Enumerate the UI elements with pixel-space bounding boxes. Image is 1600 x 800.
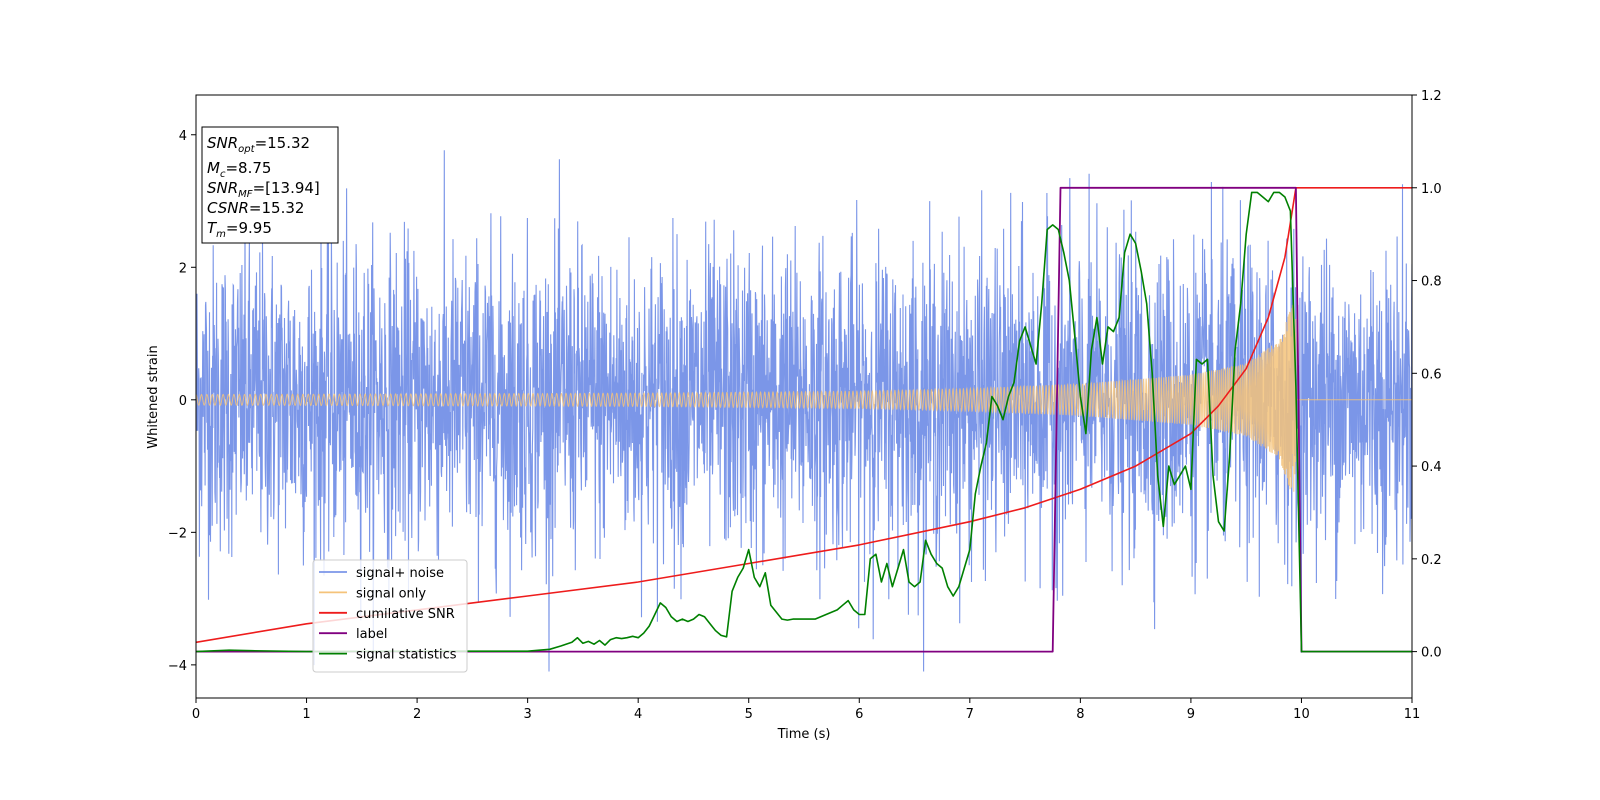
x-tick-label: 0 (192, 707, 200, 722)
info-snr-opt-sub: opt (238, 144, 255, 155)
info-snr-opt-base: SNR (207, 134, 238, 152)
series-cumilative-snr (196, 187, 1412, 644)
info-tm-sub: m (216, 229, 226, 240)
x-axis-title: Time (s) (777, 727, 831, 742)
x-tick-label: 3 (523, 707, 531, 722)
x-tick-label: 10 (1293, 707, 1310, 722)
plot-frame (195, 94, 1413, 699)
x-tick-label: 8 (1076, 707, 1084, 722)
info-mc-base: M (207, 159, 220, 177)
series-signal-only (196, 303, 1412, 492)
info-tm: Tm=9.95 (207, 219, 272, 240)
y-right-tick-label: 0.2 (1421, 553, 1442, 568)
x-tick-label: 7 (966, 707, 974, 722)
legend-label: label (356, 627, 387, 642)
info-csnr: CSNR=15.32 (207, 199, 304, 217)
y-right-tick-label: 0.8 (1421, 275, 1442, 290)
legend-entry: signal+ noise (319, 566, 444, 581)
info-mc-value: =8.75 (225, 159, 271, 177)
series-signal-noise (196, 150, 1412, 672)
info-mc: Mc=8.75 (207, 159, 271, 180)
info-csnr-value: =15.32 (249, 199, 305, 217)
cumilative-snr-line (196, 187, 1412, 644)
x-tick-label: 9 (1187, 707, 1195, 722)
legend-label: signal+ noise (356, 566, 444, 581)
legend-frame (312, 559, 468, 673)
signal-only-line (196, 303, 1412, 492)
y-left-tick-label: −4 (168, 659, 187, 674)
info-snr-mf-base: SNR (207, 179, 238, 197)
x-tick-label: 1 (302, 707, 310, 722)
series-signal-statistics (196, 191, 1412, 653)
y-axis-right-ticks: 0.0 0.2 0.4 0.6 0.8 1.0 1.2 (1412, 89, 1442, 661)
y-left-tick-label: 4 (179, 129, 187, 144)
legend: signal+ noise signal only cumilative SNR la… (312, 559, 468, 673)
legend-label: signal statistics (356, 648, 457, 663)
plot-area (196, 150, 1412, 672)
info-box-frame (201, 126, 339, 244)
info-snr-mf-sub: MF (238, 189, 253, 200)
x-tick-label: 11 (1404, 707, 1421, 722)
legend-entry: signal statistics (319, 648, 457, 663)
y-right-tick-label: 1.0 (1421, 182, 1442, 197)
info-csnr-base: CSNR (207, 199, 249, 217)
info-snr-opt: SNRopt=15.32 (207, 134, 310, 155)
signal-noise-line (196, 150, 1412, 672)
y-right-tick-label: 0.4 (1421, 460, 1442, 475)
info-snr-mf: SNRMF=[13.94] (207, 179, 320, 200)
x-axis-ticks: 0 1 2 3 4 5 6 7 8 9 10 11 (192, 698, 1420, 722)
info-snr-opt-value: =15.32 (255, 134, 311, 152)
y-axis-title: Whitened strain (146, 345, 161, 448)
x-tick-label: 5 (745, 707, 753, 722)
y-axis-left-ticks: −4 −2 0 2 4 (168, 129, 196, 674)
signal-statistics-line (196, 191, 1412, 653)
info-mc-sub: c (220, 169, 226, 180)
info-snr-mf-value: =[13.94] (253, 179, 320, 197)
legend-label: signal only (356, 586, 426, 601)
legend-entry: label (319, 627, 387, 642)
y-right-tick-label: 1.2 (1421, 89, 1442, 104)
y-left-tick-label: 0 (179, 394, 187, 409)
legend-entry: cumilative SNR (319, 607, 455, 622)
x-tick-label: 6 (855, 707, 863, 722)
y-left-tick-label: 2 (179, 261, 187, 276)
y-right-tick-label: 0.0 (1421, 646, 1442, 661)
info-tm-value: =9.95 (226, 219, 272, 237)
y-left-tick-label: −2 (168, 526, 187, 541)
info-box: SNRopt=15.32 Mc=8.75 SNRMF=[13.94] CSNR=… (201, 126, 339, 244)
y-right-tick-label: 0.6 (1421, 367, 1442, 382)
x-tick-label: 2 (413, 707, 421, 722)
info-tm-base: T (207, 219, 218, 237)
x-tick-label: 4 (634, 707, 642, 722)
legend-entry: signal only (319, 586, 426, 601)
legend-label: cumilative SNR (356, 607, 455, 622)
